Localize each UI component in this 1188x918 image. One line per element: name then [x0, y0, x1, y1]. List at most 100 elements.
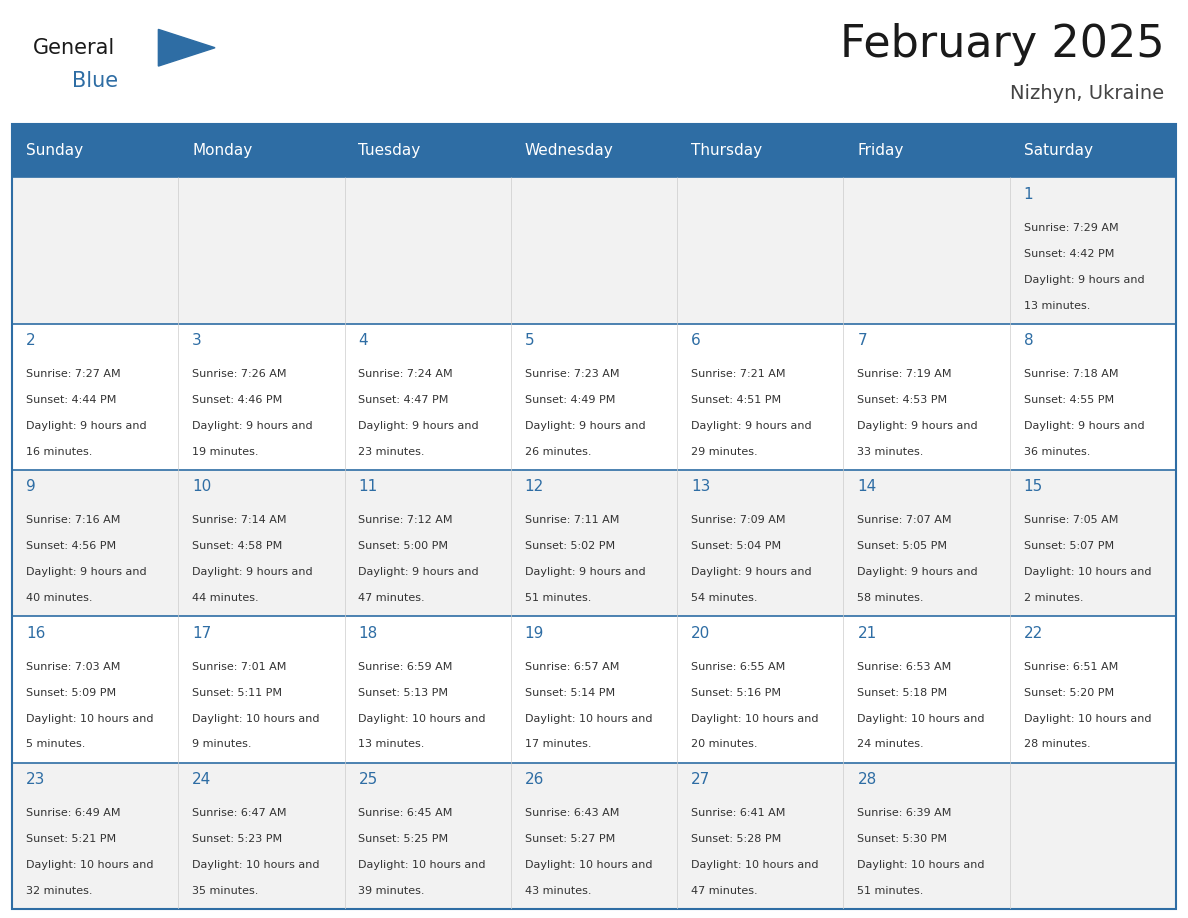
Text: 16: 16	[26, 626, 45, 641]
Bar	[178, 177, 345, 324]
Text: 5 minutes.: 5 minutes.	[26, 739, 86, 749]
Bar	[345, 616, 511, 763]
Bar	[178, 324, 345, 470]
Text: Sunrise: 7:07 AM: Sunrise: 7:07 AM	[858, 515, 952, 525]
Text: Sunset: 5:30 PM: Sunset: 5:30 PM	[858, 834, 948, 844]
Text: Daylight: 10 hours and: Daylight: 10 hours and	[525, 713, 652, 723]
Text: Sunset: 5:23 PM: Sunset: 5:23 PM	[192, 834, 283, 844]
Bar	[843, 177, 1010, 324]
Text: Sunset: 4:46 PM: Sunset: 4:46 PM	[192, 395, 283, 405]
Text: Sunset: 5:16 PM: Sunset: 5:16 PM	[691, 688, 782, 698]
Text: Sunrise: 7:29 AM: Sunrise: 7:29 AM	[1024, 223, 1118, 233]
Text: 28: 28	[858, 772, 877, 787]
Text: Thursday: Thursday	[691, 143, 763, 158]
Text: Sunset: 5:13 PM: Sunset: 5:13 PM	[359, 688, 449, 698]
Text: 20: 20	[691, 626, 710, 641]
Text: 26 minutes.: 26 minutes.	[525, 447, 592, 457]
Text: Sunrise: 7:19 AM: Sunrise: 7:19 AM	[858, 369, 952, 379]
Bar	[12, 177, 178, 324]
Text: 25: 25	[359, 772, 378, 787]
Text: Daylight: 9 hours and: Daylight: 9 hours and	[858, 567, 978, 577]
Text: Sunrise: 7:05 AM: Sunrise: 7:05 AM	[1024, 515, 1118, 525]
Text: Sunrise: 6:45 AM: Sunrise: 6:45 AM	[359, 808, 453, 818]
Text: Sunrise: 6:55 AM: Sunrise: 6:55 AM	[691, 662, 785, 672]
Text: Sunrise: 7:12 AM: Sunrise: 7:12 AM	[359, 515, 453, 525]
Text: 10: 10	[192, 479, 211, 494]
Text: Daylight: 10 hours and: Daylight: 10 hours and	[858, 860, 985, 870]
Text: 54 minutes.: 54 minutes.	[691, 593, 758, 603]
Text: 14: 14	[858, 479, 877, 494]
Bar	[843, 470, 1010, 616]
Text: Daylight: 10 hours and: Daylight: 10 hours and	[192, 713, 320, 723]
Text: Monday: Monday	[192, 143, 252, 158]
Text: Sunrise: 7:21 AM: Sunrise: 7:21 AM	[691, 369, 785, 379]
Bar	[12, 763, 178, 909]
Text: Sunrise: 6:39 AM: Sunrise: 6:39 AM	[858, 808, 952, 818]
Text: 44 minutes.: 44 minutes.	[192, 593, 259, 603]
Text: 20 minutes.: 20 minutes.	[691, 739, 758, 749]
Bar	[511, 177, 677, 324]
Text: 3: 3	[192, 333, 202, 348]
Text: Daylight: 10 hours and: Daylight: 10 hours and	[525, 860, 652, 870]
Text: 16 minutes.: 16 minutes.	[26, 447, 93, 457]
Text: Daylight: 9 hours and: Daylight: 9 hours and	[192, 421, 312, 431]
Text: 28 minutes.: 28 minutes.	[1024, 739, 1091, 749]
Text: Sunday: Sunday	[26, 143, 83, 158]
Text: Daylight: 10 hours and: Daylight: 10 hours and	[26, 713, 153, 723]
Bar	[345, 124, 511, 177]
Text: Sunset: 4:49 PM: Sunset: 4:49 PM	[525, 395, 615, 405]
Bar	[1010, 616, 1176, 763]
Text: 13 minutes.: 13 minutes.	[359, 739, 425, 749]
Bar	[677, 124, 843, 177]
Text: Sunrise: 6:43 AM: Sunrise: 6:43 AM	[525, 808, 619, 818]
Text: Daylight: 9 hours and: Daylight: 9 hours and	[858, 421, 978, 431]
Text: Sunset: 5:14 PM: Sunset: 5:14 PM	[525, 688, 615, 698]
Bar	[345, 177, 511, 324]
Text: 33 minutes.: 33 minutes.	[858, 447, 924, 457]
Text: 51 minutes.: 51 minutes.	[858, 886, 924, 896]
Text: Sunrise: 7:18 AM: Sunrise: 7:18 AM	[1024, 369, 1118, 379]
Text: Sunset: 5:20 PM: Sunset: 5:20 PM	[1024, 688, 1114, 698]
Text: 26: 26	[525, 772, 544, 787]
Text: Daylight: 9 hours and: Daylight: 9 hours and	[1024, 421, 1144, 431]
Text: Blue: Blue	[71, 71, 118, 91]
Text: Sunrise: 7:09 AM: Sunrise: 7:09 AM	[691, 515, 785, 525]
Text: Friday: Friday	[858, 143, 904, 158]
Text: Daylight: 10 hours and: Daylight: 10 hours and	[359, 713, 486, 723]
Text: Daylight: 10 hours and: Daylight: 10 hours and	[1024, 713, 1151, 723]
Text: 23: 23	[26, 772, 45, 787]
Text: Sunset: 5:18 PM: Sunset: 5:18 PM	[858, 688, 948, 698]
Text: Sunrise: 7:11 AM: Sunrise: 7:11 AM	[525, 515, 619, 525]
Text: Sunset: 5:05 PM: Sunset: 5:05 PM	[858, 542, 948, 552]
Text: 1: 1	[1024, 186, 1034, 202]
Bar	[1010, 763, 1176, 909]
Bar	[677, 763, 843, 909]
Text: Sunset: 5:27 PM: Sunset: 5:27 PM	[525, 834, 615, 844]
Text: 21: 21	[858, 626, 877, 641]
Bar	[345, 324, 511, 470]
Text: Sunrise: 7:26 AM: Sunrise: 7:26 AM	[192, 369, 286, 379]
Text: 19: 19	[525, 626, 544, 641]
Text: 51 minutes.: 51 minutes.	[525, 593, 592, 603]
Bar	[511, 324, 677, 470]
Text: 32 minutes.: 32 minutes.	[26, 886, 93, 896]
Text: 5: 5	[525, 333, 535, 348]
Bar	[843, 124, 1010, 177]
Text: 13 minutes.: 13 minutes.	[1024, 300, 1091, 310]
Text: Daylight: 10 hours and: Daylight: 10 hours and	[26, 860, 153, 870]
Text: 9: 9	[26, 479, 36, 494]
Text: Daylight: 10 hours and: Daylight: 10 hours and	[1024, 567, 1151, 577]
Text: 11: 11	[359, 479, 378, 494]
Text: 47 minutes.: 47 minutes.	[691, 886, 758, 896]
Text: 18: 18	[359, 626, 378, 641]
Text: Saturday: Saturday	[1024, 143, 1093, 158]
Text: Daylight: 9 hours and: Daylight: 9 hours and	[26, 567, 146, 577]
Text: Sunset: 5:21 PM: Sunset: 5:21 PM	[26, 834, 116, 844]
Text: General: General	[33, 38, 115, 58]
Text: Sunrise: 7:23 AM: Sunrise: 7:23 AM	[525, 369, 619, 379]
Text: Sunset: 5:02 PM: Sunset: 5:02 PM	[525, 542, 615, 552]
Text: Daylight: 9 hours and: Daylight: 9 hours and	[359, 421, 479, 431]
Text: 40 minutes.: 40 minutes.	[26, 593, 93, 603]
Text: Sunset: 5:28 PM: Sunset: 5:28 PM	[691, 834, 782, 844]
Text: 24 minutes.: 24 minutes.	[858, 739, 924, 749]
